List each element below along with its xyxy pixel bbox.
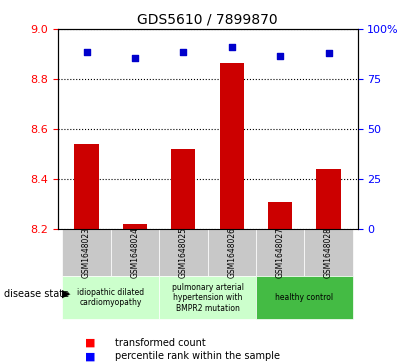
Text: percentile rank within the sample: percentile rank within the sample [115,351,280,362]
Bar [74,144,99,229]
Text: pulmonary arterial
hypertension with
BMPR2 mutation: pulmonary arterial hypertension with BMP… [171,283,244,313]
FancyBboxPatch shape [111,229,159,276]
FancyBboxPatch shape [62,276,159,319]
Text: healthy control: healthy control [275,293,333,302]
FancyBboxPatch shape [159,229,208,276]
Text: ■: ■ [85,338,96,348]
Text: GSM1648027: GSM1648027 [276,227,285,278]
Text: ■: ■ [85,351,96,362]
Bar [268,203,292,229]
FancyBboxPatch shape [62,229,111,276]
Text: ▶: ▶ [62,289,70,299]
Bar [316,169,341,229]
Point [132,55,138,61]
FancyBboxPatch shape [256,276,353,319]
Text: GSM1648023: GSM1648023 [82,227,91,278]
Text: GSM1648025: GSM1648025 [179,227,188,278]
Point [229,44,235,50]
FancyBboxPatch shape [256,229,304,276]
Text: disease state: disease state [4,289,69,299]
Point [277,53,284,59]
FancyBboxPatch shape [159,276,256,319]
Bar [123,224,147,229]
Point [83,49,90,55]
Point [325,50,332,56]
Bar [219,63,244,229]
Title: GDS5610 / 7899870: GDS5610 / 7899870 [137,12,278,26]
FancyBboxPatch shape [304,229,353,276]
Point [180,49,187,55]
Text: GSM1648026: GSM1648026 [227,227,236,278]
Text: idiopathic dilated
cardiomyopathy: idiopathic dilated cardiomyopathy [77,288,144,307]
Text: transformed count: transformed count [115,338,206,348]
Text: GSM1648028: GSM1648028 [324,227,333,278]
FancyBboxPatch shape [208,229,256,276]
Bar [171,149,196,229]
Text: GSM1648024: GSM1648024 [130,227,139,278]
